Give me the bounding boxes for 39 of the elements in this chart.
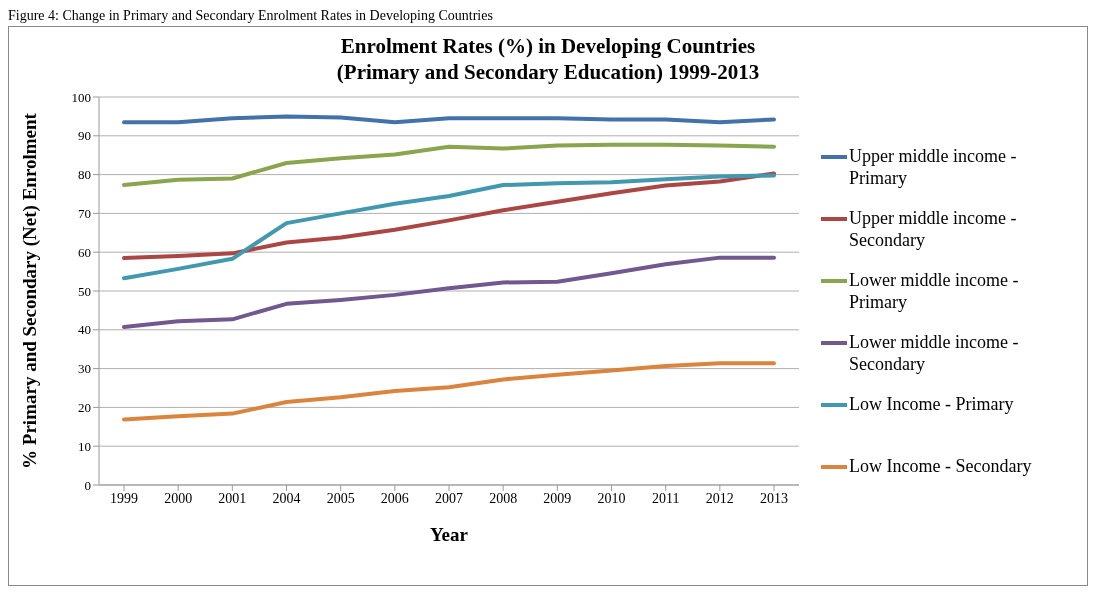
legend-label: Low Income - Primary	[849, 393, 1014, 415]
line-series	[122, 173, 776, 281]
line-series	[122, 361, 776, 422]
legend-label: Upper middle income - Secondary	[849, 207, 1018, 251]
y-tick-label: 100	[71, 89, 91, 105]
y-tick-label: 10	[78, 438, 91, 454]
y-tick-label: 60	[78, 244, 91, 260]
y-axis-title: % Primary and Secondary (Net) Enrolment	[18, 112, 41, 469]
x-tick-label: 2004	[272, 490, 301, 506]
x-tick-label: 2010	[597, 490, 626, 506]
legend-label: Lower middle income - Secondary	[849, 331, 1020, 375]
x-tick-label: 2007	[435, 490, 463, 506]
y-tick-label: 50	[78, 283, 91, 299]
x-tick-label: 2005	[326, 490, 355, 506]
x-tick-label: 2001	[218, 490, 247, 506]
legend-label: Lower middle income - Primary	[849, 269, 1020, 313]
y-tick-label: 70	[78, 206, 91, 222]
y-tick-label: 40	[78, 322, 91, 338]
y-tick-label: 20	[78, 400, 91, 416]
legend-label: Low Income - Secondary	[849, 455, 1032, 477]
x-tick-label: 2000	[164, 490, 193, 506]
line-series	[122, 255, 776, 330]
x-tick-label: 2011	[651, 490, 680, 506]
x-tick-label: 2006	[380, 490, 409, 506]
x-tick-label: 2013	[760, 490, 788, 506]
caption: Figure 4: Change in Primary and Secondary Enrolment Rates in Developing Countries	[8, 8, 494, 24]
y-tick-label: 0	[84, 477, 91, 493]
y-tick-label: 80	[78, 167, 91, 183]
line-series	[122, 142, 776, 188]
y-tick-label: 90	[78, 128, 91, 144]
x-tick-label: 2008	[489, 490, 518, 506]
x-tick-label: 2012	[705, 490, 734, 506]
legend-label: Upper middle income - Primary	[849, 145, 1018, 189]
x-axis-title: Year	[430, 524, 469, 545]
x-tick-label: 2009	[543, 490, 572, 506]
chart-title: Enrolment Rates (%) in Developing Countries (Primary and Secondary Education) 1999-2013	[335, 33, 761, 85]
x-tick-label: 1999	[110, 490, 138, 506]
line-series	[122, 171, 776, 261]
y-tick-label: 30	[78, 361, 91, 377]
